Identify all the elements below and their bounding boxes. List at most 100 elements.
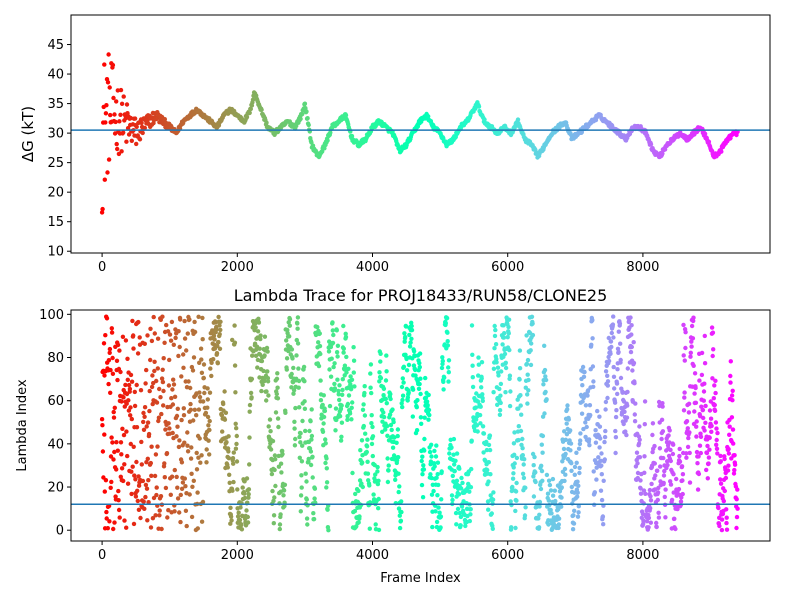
lambda-point: [155, 336, 161, 341]
lambda-point: [216, 314, 221, 320]
lambda-point: [150, 401, 155, 407]
lambda-point: [312, 486, 318, 491]
lambda-point: [661, 455, 666, 461]
lambda-point: [196, 407, 202, 412]
lambda-point: [161, 356, 166, 361]
lambda-point: [635, 461, 640, 466]
lambda-point: [111, 409, 116, 415]
lambda-point: [131, 521, 137, 527]
delta-g-point: [648, 142, 654, 147]
lambda-point: [172, 394, 178, 399]
lambda-point: [272, 495, 277, 500]
lambda-point: [413, 367, 418, 373]
lambda-point: [246, 492, 251, 497]
lambda-point: [287, 323, 292, 328]
lambda-point: [572, 464, 578, 470]
lambda-point: [202, 390, 207, 396]
lambda-point: [365, 437, 370, 442]
lambda-point: [140, 478, 146, 484]
lambda-point: [491, 366, 497, 371]
x-tick-label: 8000: [626, 260, 659, 275]
lambda-point: [373, 472, 378, 477]
lambda-point: [507, 347, 512, 353]
lambda-point: [511, 441, 517, 446]
lambda-point: [684, 419, 690, 424]
x-tick-label: 4000: [356, 548, 389, 563]
lambda-point: [581, 426, 586, 432]
lambda-point: [349, 417, 354, 422]
lambda-point: [728, 359, 733, 364]
lambda-point: [432, 464, 437, 469]
lambda-point: [590, 336, 595, 341]
lambda-point: [174, 434, 179, 439]
lambda-point: [272, 453, 278, 458]
lambda-point: [671, 472, 676, 477]
lambda-point: [390, 445, 396, 450]
lambda-point: [644, 519, 650, 524]
lambda-point: [224, 440, 229, 445]
lambda-point: [171, 342, 176, 347]
lambda-point: [123, 338, 129, 343]
lambda-point: [119, 452, 124, 457]
lambda-point: [597, 445, 602, 450]
lambda-point: [479, 360, 485, 365]
lambda-point: [226, 456, 232, 461]
lambda-point: [111, 415, 117, 420]
lambda-point: [401, 380, 406, 385]
lambda-point: [463, 523, 468, 529]
lambda-point: [495, 365, 501, 370]
lambda-point: [167, 332, 173, 337]
lambda-point: [417, 360, 422, 366]
lambda-point: [703, 403, 708, 409]
y-tick-label: 0: [56, 524, 64, 539]
lambda-point: [417, 364, 422, 370]
lambda-point: [614, 408, 619, 413]
lambda-point: [128, 413, 133, 418]
lambda-point: [417, 351, 423, 356]
lambda-point: [449, 445, 454, 450]
lambda-point: [196, 314, 201, 319]
lambda-point: [581, 374, 587, 379]
lambda-point: [316, 363, 322, 369]
lambda-point: [394, 440, 399, 445]
lambda-point: [352, 508, 358, 514]
lambda-point: [383, 427, 388, 432]
delta-g-point: [114, 141, 119, 147]
lambda-point: [255, 365, 260, 370]
lambda-point: [101, 341, 107, 346]
lambda-point: [616, 349, 621, 355]
lambda-point: [326, 349, 332, 354]
lambda-point: [724, 520, 729, 526]
lambda-point: [699, 372, 705, 378]
lambda-point: [636, 441, 642, 446]
lambda-point: [162, 475, 167, 480]
lambda-point: [532, 454, 537, 460]
lambda-point: [638, 486, 643, 491]
lambda-point: [693, 385, 698, 391]
lambda-point: [517, 366, 523, 371]
lambda-point: [711, 396, 716, 401]
delta-g-point: [259, 107, 264, 113]
lambda-point: [262, 378, 267, 384]
lambda-point: [496, 373, 501, 378]
lambda-point: [583, 420, 588, 425]
lambda-point: [328, 374, 334, 379]
lambda-point: [715, 451, 720, 456]
lambda-point: [329, 356, 334, 361]
lambda-point: [295, 321, 300, 326]
lambda-point: [227, 472, 232, 477]
lambda-point: [710, 330, 716, 335]
lambda-point: [602, 439, 607, 445]
lambda-point: [707, 435, 712, 440]
lambda-point: [423, 375, 428, 381]
lambda-point: [158, 395, 163, 400]
lambda-point: [440, 355, 445, 360]
lambda-point: [143, 381, 148, 386]
lambda-point: [392, 435, 397, 440]
lambda-point: [169, 319, 175, 325]
lambda-point: [599, 472, 604, 477]
lambda-point: [556, 522, 561, 527]
lambda-point: [188, 401, 193, 407]
lambda-point: [347, 411, 353, 416]
lambda-point: [258, 333, 263, 338]
